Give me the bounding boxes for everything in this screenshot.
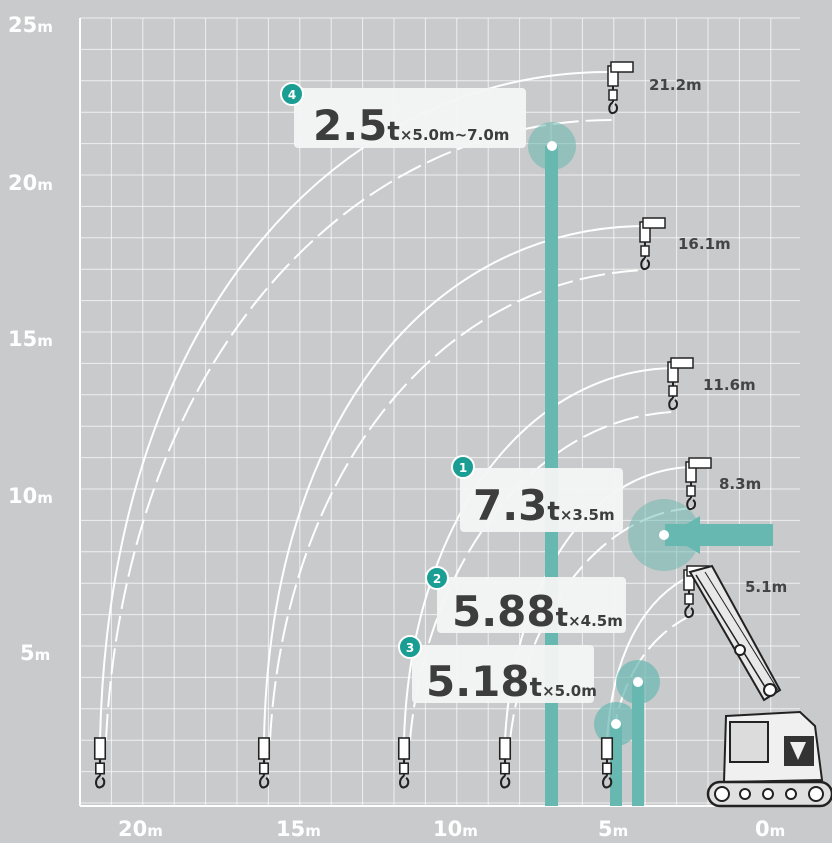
tip-hook-icon <box>639 221 651 271</box>
base-hook-icon <box>397 737 411 789</box>
boom-arcs <box>99 70 693 741</box>
svg-text:1: 1 <box>459 461 467 475</box>
y-axis: 25m 20m 15m 10m 5m <box>8 13 53 665</box>
base-hook-icon <box>93 737 107 789</box>
dot-1 <box>659 530 669 540</box>
jib-head-icon <box>610 61 634 73</box>
dot-4 <box>547 141 557 151</box>
svg-text:2: 2 <box>433 572 441 586</box>
boom-label-21: 21.2m <box>649 76 702 94</box>
svg-text:2.5t×5.0m~7.0m: 2.5t×5.0m~7.0m <box>313 101 509 150</box>
x-tick-10: 10m <box>433 817 478 841</box>
y-tick-5: 5m <box>20 641 50 665</box>
x-tick-20: 20m <box>118 817 163 841</box>
x-axis: 20m 15m 10m 5m 0m <box>118 817 785 841</box>
svg-text:5.88t×4.5m: 5.88t×4.5m <box>452 587 623 636</box>
dot-2 <box>633 677 643 687</box>
tip-hook-icon <box>607 65 619 115</box>
capacity-label-1: 7.3t×3.5m 1 <box>451 455 623 532</box>
boom-length-labels: 21.2m 16.1m 11.6m 8.3m 5.1m <box>649 76 787 596</box>
svg-text:5.18t×5.0m: 5.18t×5.0m <box>426 657 597 706</box>
y-tick-15: 15m <box>8 327 53 351</box>
tip-hook-icon <box>685 461 697 511</box>
boom-label-8: 8.3m <box>719 475 761 493</box>
capacity-label-3: 5.18t×5.0m 3 <box>398 635 597 706</box>
boom-label-5: 5.1m <box>745 578 787 596</box>
jib-head-icon <box>642 217 666 229</box>
y-tick-20: 20m <box>8 171 53 195</box>
y-tick-10: 10m <box>8 484 53 508</box>
base-hook-icon <box>600 737 614 789</box>
jib-head-icon <box>688 457 712 469</box>
svg-text:3: 3 <box>406 641 414 655</box>
base-hook-icon <box>257 737 271 789</box>
crane-illustration <box>688 564 832 808</box>
jib-head-icon <box>670 357 694 369</box>
tip-hook-icon <box>667 361 679 411</box>
tip-hook-icon <box>683 569 695 619</box>
arc-21-solid <box>99 70 613 741</box>
dot-3 <box>611 719 621 729</box>
base-hook-icon <box>498 737 512 789</box>
arc-16-dashed <box>269 269 645 741</box>
capacity-label-2: 5.88t×4.5m 2 <box>425 566 626 636</box>
x-tick-0: 0m <box>755 817 785 841</box>
boom-label-16: 16.1m <box>678 235 731 253</box>
svg-text:4: 4 <box>288 88 296 102</box>
y-tick-25: 25m <box>8 13 53 37</box>
x-tick-5: 5m <box>598 817 628 841</box>
capacity-label-4: 2.5t×5.0m~7.0m 4 <box>280 82 526 150</box>
boom-label-11: 11.6m <box>703 376 756 394</box>
x-tick-15: 15m <box>276 817 321 841</box>
svg-text:7.3t×3.5m: 7.3t×3.5m <box>473 481 615 530</box>
